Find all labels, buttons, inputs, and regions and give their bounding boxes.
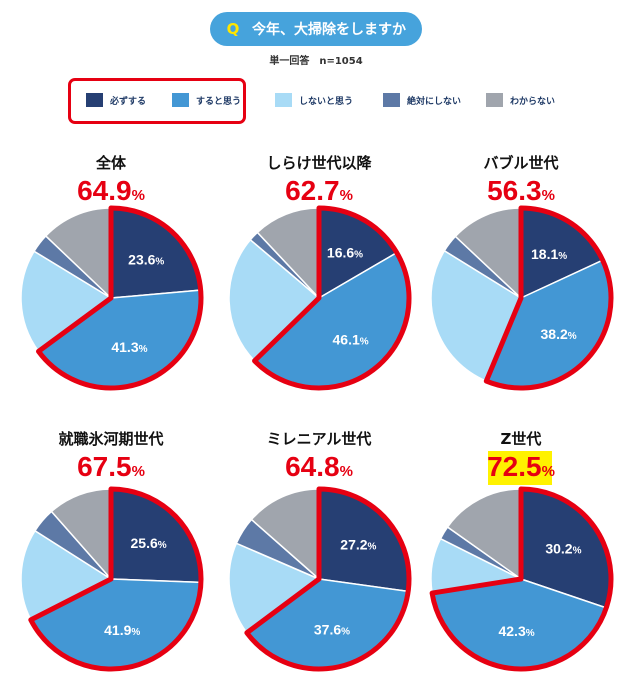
pie-data-unit: % xyxy=(573,546,582,557)
pie-data-label: 23.6% xyxy=(128,252,164,268)
pie-data-unit: % xyxy=(360,337,369,348)
pie-chart-0: 23.6% 41.3% 全体 64.9% xyxy=(20,154,204,391)
pie-slice xyxy=(20,529,113,621)
legend-label: すると思う xyxy=(196,96,242,107)
chart-total: 72.5% xyxy=(487,451,555,482)
pie-data-unit: % xyxy=(158,540,167,551)
pie-data-unit: % xyxy=(155,257,164,268)
pie-data-label: 18.1% xyxy=(531,246,567,262)
legend-swatch xyxy=(172,93,189,107)
legend-item-必ずする: 必ずする xyxy=(86,93,146,107)
pie-data-label: 42.3% xyxy=(498,623,534,639)
pie-data-unit: % xyxy=(368,542,377,553)
chart-title: Z世代 xyxy=(501,430,542,448)
pie-data-unit: % xyxy=(354,250,363,261)
question-banner: Q 今年、大掃除をしますか xyxy=(210,12,422,46)
chart-total-unit: % xyxy=(542,463,555,480)
pie-data-label: 41.3% xyxy=(111,339,147,355)
chart-total: 62.7% xyxy=(285,175,353,206)
pie-data-label: 25.6% xyxy=(131,535,167,551)
chart-title: 全体 xyxy=(95,154,127,172)
pie-slice xyxy=(20,250,113,353)
legend-highlight-box xyxy=(68,78,246,124)
legend-item-わからない: わからない xyxy=(486,93,555,107)
pie-chart-4: 27.2% 37.6% ミレニアル世代 64.8% xyxy=(228,430,412,672)
pie-highlight-outline xyxy=(483,205,614,391)
pie-slice xyxy=(228,542,321,634)
legend-label: しないと思う xyxy=(299,96,354,107)
pie-highlight-outline xyxy=(36,205,204,391)
legend-swatch xyxy=(86,93,103,107)
chart-total: 64.9% xyxy=(77,175,145,206)
pie-highlight-outline xyxy=(252,205,412,391)
pie-chart-5: 30.2% 42.3% Z世代 72.5% xyxy=(429,430,614,672)
pie-chart-3: 25.6% 41.9% 就職氷河期世代 67.5% xyxy=(20,430,204,672)
response-subtitle: 単一回答 n=1054 xyxy=(269,56,363,67)
legend-item-すると思う: すると思う xyxy=(172,93,241,107)
chart-title: 就職氷河期世代 xyxy=(58,430,163,448)
chart-total: 56.3% xyxy=(487,175,555,206)
legend-swatch xyxy=(275,93,292,107)
pie-data-label: 27.2% xyxy=(340,537,376,553)
chart-title: ミレニアル世代 xyxy=(267,430,372,448)
chart-title: バブル世代 xyxy=(483,154,558,172)
pie-data-label: 37.6% xyxy=(314,622,350,638)
pie-slice xyxy=(228,238,321,362)
legend-label: わからない xyxy=(510,96,556,107)
pie-data-label: 16.6% xyxy=(327,245,363,261)
q-badge: Q xyxy=(222,18,244,40)
chart-total: 67.5% xyxy=(77,451,145,482)
pie-data-label: 41.9% xyxy=(104,622,140,638)
pie-highlight-outline xyxy=(429,486,614,672)
pie-highlight-outline xyxy=(244,486,412,672)
pie-slice xyxy=(250,488,320,581)
chart-total: 64.8% xyxy=(285,451,353,482)
pie-chart-2: 18.1% 38.2% バブル世代 56.3% xyxy=(430,154,614,391)
pie-data-unit: % xyxy=(568,331,577,342)
chart-total-unit: % xyxy=(132,187,145,204)
pie-data-label: 30.2% xyxy=(545,541,581,557)
pie-data-unit: % xyxy=(558,251,567,262)
chart-title: しらけ世代以降 xyxy=(266,154,372,172)
chart-total-unit: % xyxy=(132,463,145,480)
question-text: 今年、大掃除をしますか xyxy=(252,22,406,38)
pie-data-unit: % xyxy=(526,628,535,639)
pie-data-unit: % xyxy=(341,627,350,638)
legend-label: 絶対にしない xyxy=(407,96,462,107)
legend-swatch xyxy=(486,93,503,107)
legend-label: 必ずする xyxy=(110,96,147,107)
chart-total-unit: % xyxy=(340,463,353,480)
legend-item-絶対にしない: 絶対にしない xyxy=(383,93,461,107)
chart-total-unit: % xyxy=(340,187,353,204)
title-highlight-box xyxy=(488,451,552,485)
pie-chart-1: 16.6% 46.1% しらけ世代以降 62.7% xyxy=(228,154,412,391)
pie-data-unit: % xyxy=(139,344,148,355)
pie-data-label: 46.1% xyxy=(333,332,369,348)
legend-item-しないと思う: しないと思う xyxy=(275,93,353,107)
pie-data-unit: % xyxy=(131,627,140,638)
pie-highlight-outline xyxy=(28,486,204,672)
pie-data-label: 38.2% xyxy=(541,326,577,342)
pie-slice xyxy=(446,488,522,581)
legend-swatch xyxy=(383,93,400,107)
chart-total-unit: % xyxy=(542,187,555,204)
